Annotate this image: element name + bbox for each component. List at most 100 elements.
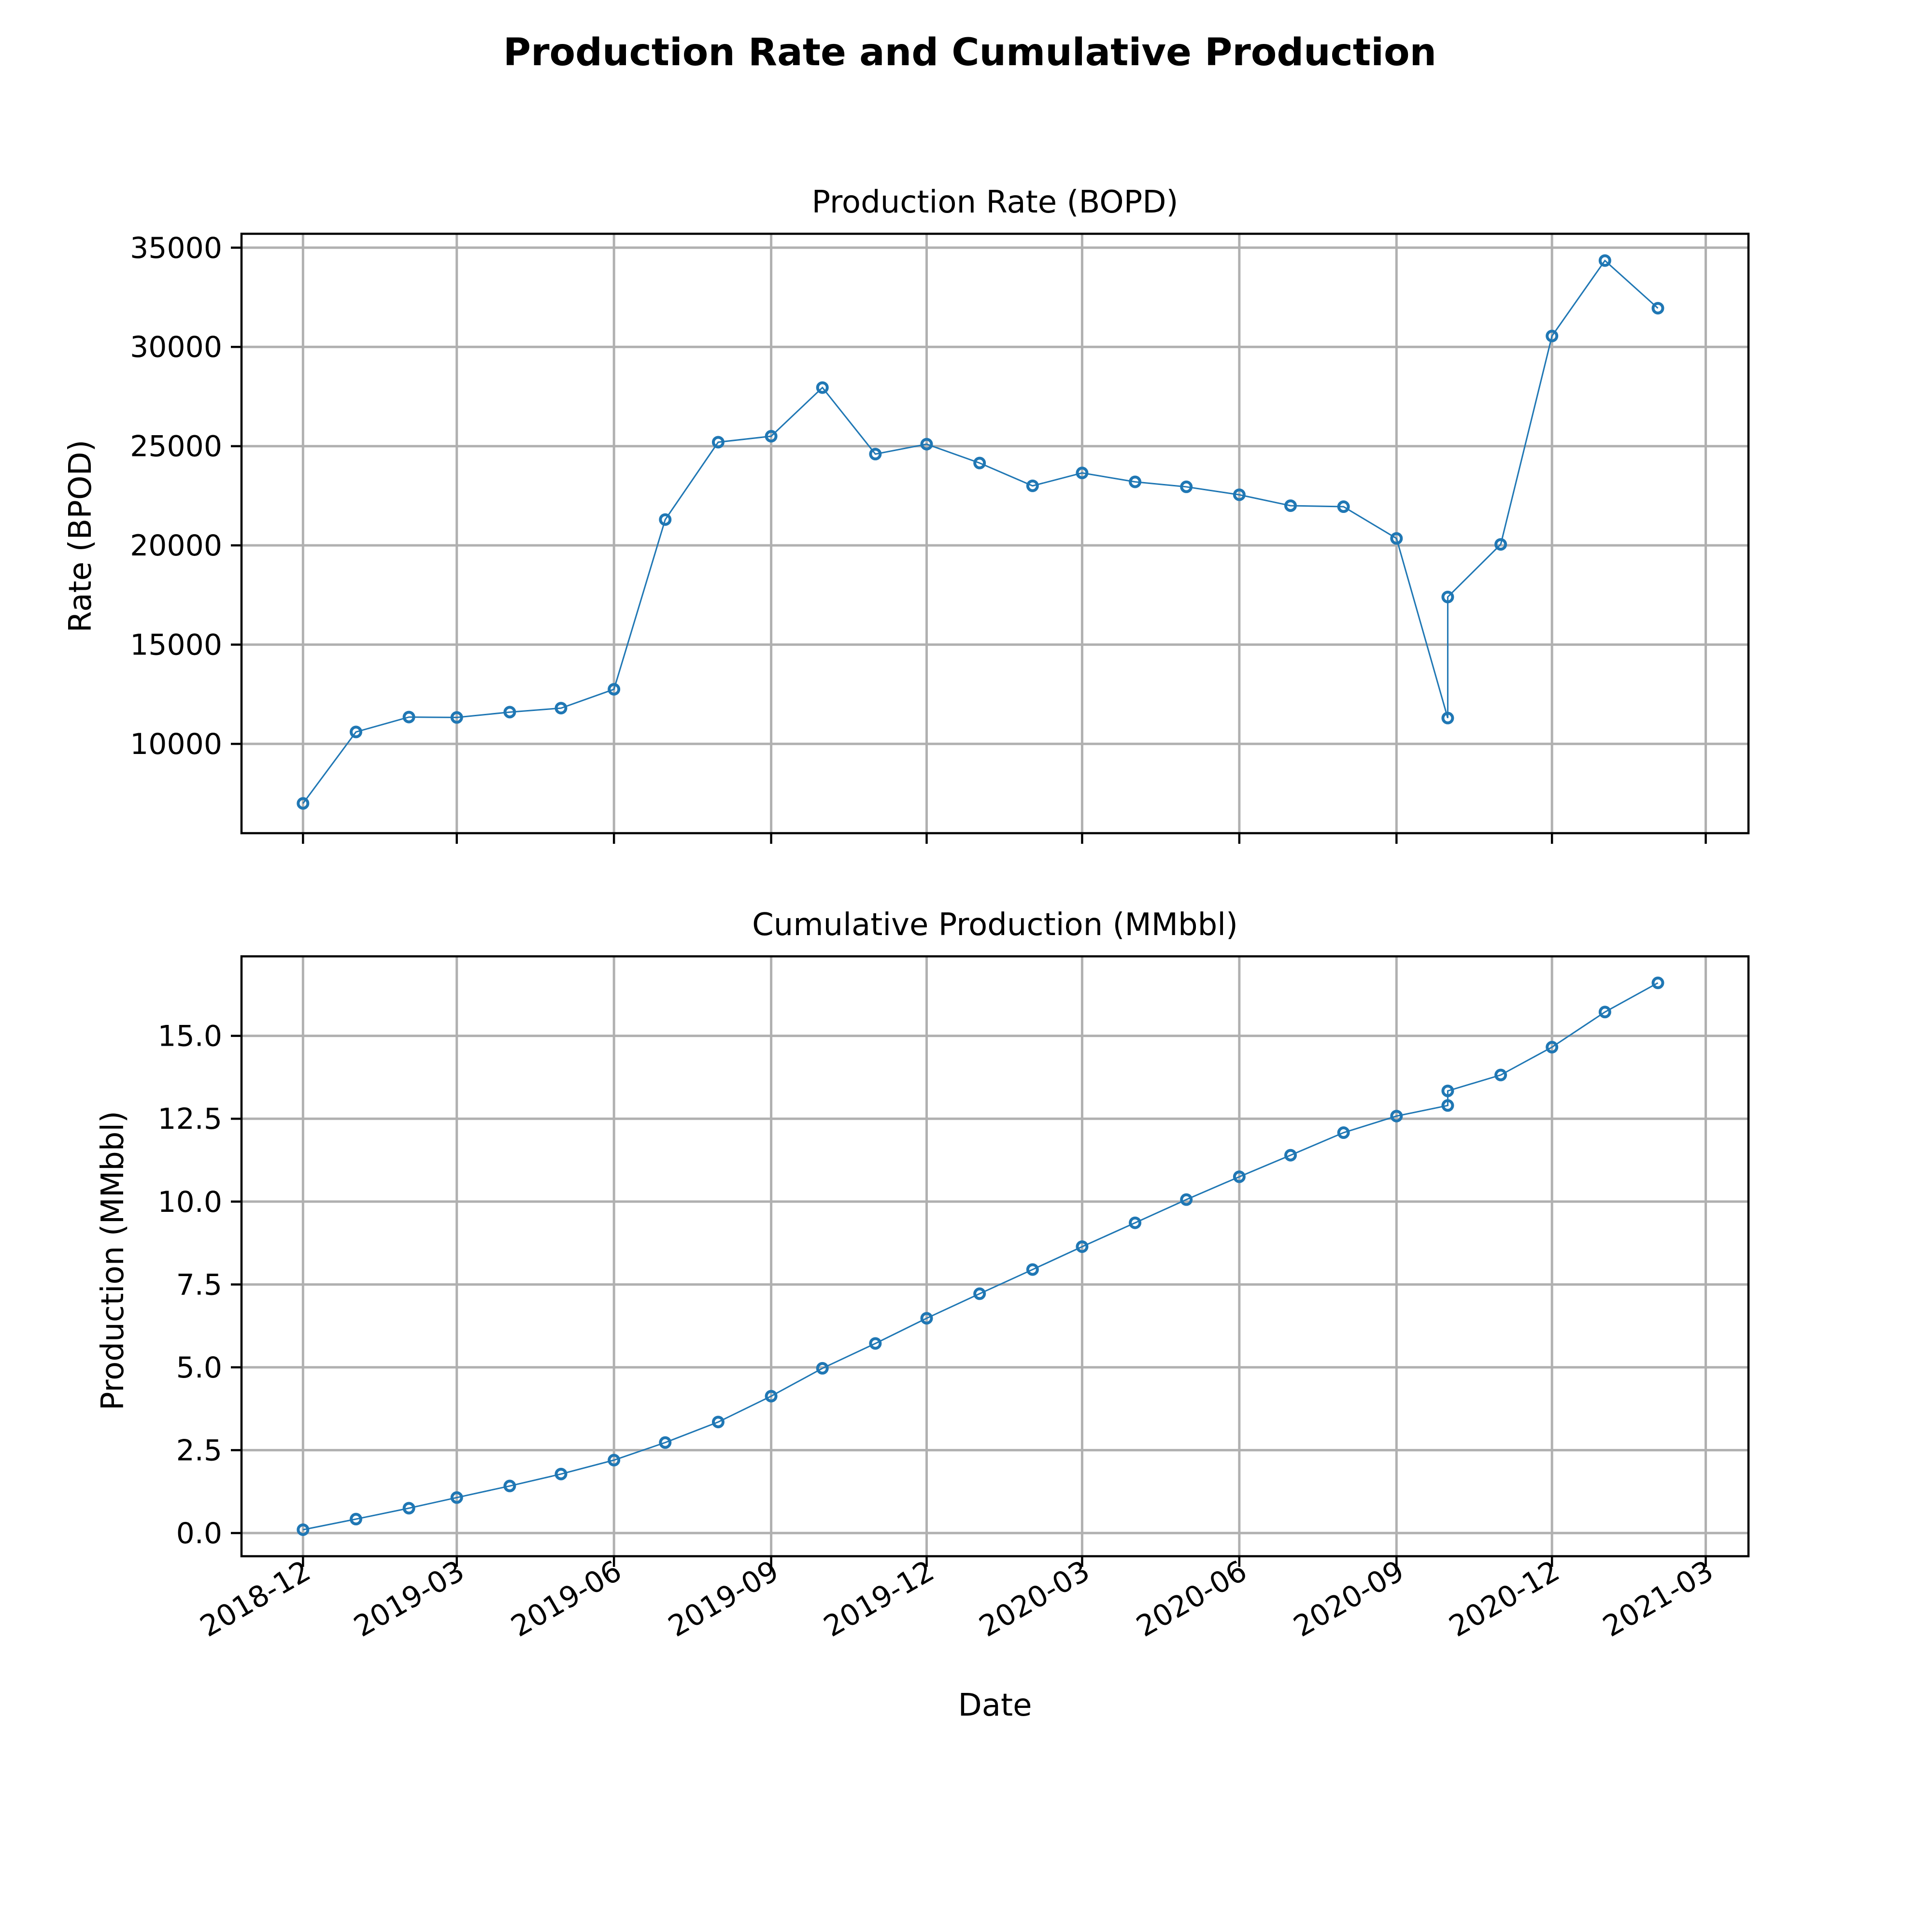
- data-point: [920, 1312, 933, 1325]
- figure-title: Production Rate and Cumulative Productio…: [503, 31, 1436, 74]
- x-tick-label: 2020-03: [974, 1554, 1095, 1644]
- cumulative-plot-frame: [240, 955, 1750, 1558]
- data-point: [1390, 532, 1403, 545]
- data-point: [608, 683, 621, 696]
- rate-series: [297, 254, 1664, 810]
- x-tick-label: 2020-12: [1444, 1554, 1565, 1644]
- y-tick-label: 7.5: [176, 1268, 222, 1302]
- data-point: [1441, 711, 1454, 724]
- data-point: [1026, 479, 1039, 492]
- rate-subplot: Production Rate (BOPD) 10000 15000 20000 25…: [63, 185, 1750, 844]
- data-point: [1337, 500, 1350, 513]
- y-tick-label: 2.5: [176, 1434, 222, 1467]
- rate-plot-frame: [240, 232, 1750, 835]
- y-tick-label: 15.0: [157, 1020, 222, 1053]
- data-point: [1494, 1068, 1507, 1081]
- data-point: [608, 1454, 621, 1467]
- cumulative-plot-title: Cumulative Production (MMbbl): [752, 907, 1238, 943]
- data-point: [1129, 1216, 1142, 1229]
- x-tick-label: 2018-12: [195, 1554, 316, 1644]
- y-tick-label: 5.0: [176, 1351, 222, 1385]
- data-point: [1129, 475, 1142, 488]
- data-point: [1180, 1193, 1193, 1206]
- data-point: [711, 1416, 724, 1429]
- data-point: [659, 1436, 672, 1449]
- data-point: [450, 711, 463, 724]
- data-point: [350, 1513, 363, 1526]
- data-point: [816, 381, 829, 394]
- data-point: [1441, 1099, 1454, 1112]
- data-point: [1026, 1263, 1039, 1276]
- data-point: [1494, 538, 1507, 551]
- data-point: [816, 1362, 829, 1375]
- x-tick-label: 2020-09: [1288, 1554, 1410, 1644]
- data-point: [402, 1502, 415, 1515]
- data-point: [659, 513, 672, 526]
- data-point: [503, 1479, 516, 1492]
- y-tick-label: 12.5: [157, 1102, 222, 1136]
- data-point: [765, 430, 778, 443]
- x-tick-label: 2019-06: [506, 1554, 627, 1644]
- data-point: [554, 702, 568, 715]
- x-tick-label: 2020-06: [1131, 1554, 1252, 1644]
- data-point: [1233, 488, 1246, 501]
- data-point: [973, 456, 986, 469]
- series-line: [303, 982, 1659, 1531]
- y-tick-label: 10000: [130, 727, 222, 761]
- data-point: [869, 448, 882, 461]
- cumulative-series: [297, 976, 1664, 1536]
- data-point: [1546, 1041, 1559, 1054]
- data-point: [1076, 1240, 1089, 1253]
- rate-y-axis-label: Rate (BPOD): [63, 440, 99, 632]
- data-point: [765, 1390, 778, 1403]
- data-point: [450, 1491, 463, 1504]
- data-point: [297, 797, 310, 810]
- data-point: [1337, 1126, 1350, 1139]
- data-point: [1441, 590, 1454, 603]
- y-tick-label: 30000: [130, 330, 222, 364]
- x-tick-label: 2021-03: [1597, 1554, 1719, 1644]
- x-tick-label: 2019-12: [818, 1554, 940, 1644]
- data-point: [869, 1337, 882, 1350]
- y-tick-label: 10.0: [157, 1185, 222, 1219]
- y-tick-label: 25000: [130, 430, 222, 464]
- x-tick-label: 2019-03: [348, 1554, 470, 1644]
- data-point: [503, 706, 516, 719]
- rate-plot-title: Production Rate (BOPD): [812, 185, 1179, 220]
- data-point: [1076, 467, 1089, 480]
- data-point: [1233, 1170, 1246, 1183]
- data-point: [402, 710, 415, 724]
- data-point: [973, 1287, 986, 1300]
- data-point: [1441, 1084, 1454, 1097]
- data-point: [920, 438, 933, 451]
- data-point: [1651, 976, 1664, 989]
- data-point: [1651, 302, 1664, 315]
- data-point: [1546, 329, 1559, 342]
- data-point: [1598, 1006, 1611, 1019]
- x-tick-label: 2019-09: [663, 1554, 784, 1644]
- data-point: [1180, 480, 1193, 493]
- y-tick-label: 20000: [130, 529, 222, 563]
- rate-ticks: [231, 246, 1707, 844]
- cumulative-grid: [242, 956, 1748, 1556]
- cumulative-subplot: Cumulative Production (MMbbl) 0.0 2.5 5.0 7…: [95, 907, 1750, 1567]
- data-point: [350, 725, 363, 739]
- data-point: [1598, 254, 1611, 267]
- data-point: [297, 1523, 310, 1536]
- data-point: [554, 1467, 568, 1480]
- y-tick-label: 0.0: [176, 1517, 222, 1550]
- data-point: [711, 436, 724, 449]
- data-point: [1390, 1109, 1403, 1122]
- x-tick-labels: 2018-12 2019-03 2019-06 2019-09 2019-12 2020-…: [195, 1554, 1719, 1644]
- rate-grid: [242, 234, 1748, 833]
- data-point: [1284, 499, 1297, 512]
- rate-y-tick-labels: 10000 15000 20000 25000 30000 35000: [130, 231, 222, 761]
- cumulative-y-axis-label: Production (MMbbl): [95, 1111, 131, 1410]
- y-tick-label: 35000: [130, 231, 222, 265]
- series-line: [302, 259, 1659, 804]
- y-tick-label: 15000: [130, 628, 222, 662]
- data-point: [1284, 1149, 1297, 1162]
- cumulative-ticks: [231, 1035, 1707, 1567]
- cumulative-y-tick-labels: 0.0 2.5 5.0 7.5 10.0 12.5 15.0: [157, 1020, 222, 1550]
